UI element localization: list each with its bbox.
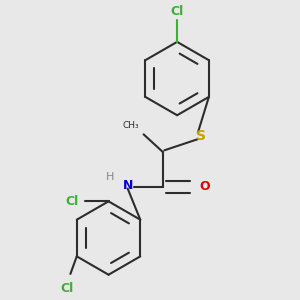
Text: O: O — [200, 181, 210, 194]
Text: Cl: Cl — [61, 282, 74, 295]
Text: Cl: Cl — [170, 5, 184, 18]
Text: Cl: Cl — [66, 195, 79, 208]
Text: N: N — [122, 179, 133, 192]
Text: H: H — [106, 172, 114, 182]
Text: S: S — [196, 129, 206, 143]
Text: CH₃: CH₃ — [122, 121, 139, 130]
